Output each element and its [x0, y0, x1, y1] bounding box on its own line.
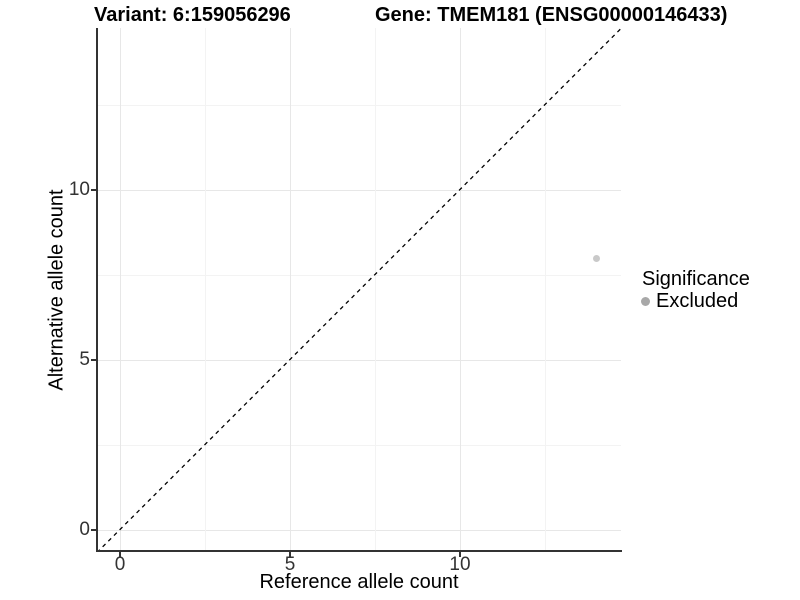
x-tick-label-0: 0 [114, 554, 126, 575]
legend-item-label: Excluded [656, 290, 739, 312]
variant-title: Variant: 6:159056296 [94, 4, 291, 26]
x-tick-0 [119, 552, 121, 557]
y-tick-5 [91, 359, 96, 361]
gridline-x-12-5 [545, 28, 546, 552]
x-tick-label-5: 5 [284, 554, 296, 575]
y-axis-line [96, 28, 98, 552]
x-tick-5 [289, 552, 291, 557]
legend-item-excluded: Excluded [640, 291, 750, 312]
gridline-y-12-5 [97, 105, 621, 106]
gridline-y-5 [97, 360, 621, 361]
gridline-x-7-5 [375, 28, 376, 552]
plot-panel [97, 28, 621, 552]
y-tick-10 [91, 189, 96, 191]
gridline-x-2-5 [205, 28, 206, 552]
x-tick-label-10: 10 [449, 554, 471, 575]
gridline-x-0 [120, 28, 121, 552]
y-tick-label-0: 0 [79, 519, 90, 540]
gridline-y-2-5 [97, 445, 621, 446]
x-axis-title: Reference allele count [259, 571, 459, 593]
gene-title: Gene: TMEM181 (ENSG00000146433) [375, 4, 728, 26]
gridline-x-5 [290, 28, 291, 552]
identity-dashed-line [97, 28, 621, 552]
x-tick-10 [459, 552, 461, 557]
x-axis-line [96, 550, 622, 552]
excluded-swatch-icon [641, 297, 650, 306]
y-tick-0 [91, 529, 96, 531]
y-axis-title: Alternative allele count [45, 189, 68, 391]
data-point [592, 254, 600, 262]
legend: Significance Excluded [640, 268, 750, 312]
gridline-x-10 [460, 28, 461, 552]
legend-title: Significance [642, 268, 750, 290]
gridline-y-0 [97, 530, 621, 531]
y-tick-label-5: 5 [79, 349, 90, 370]
gridline-y-7-5 [97, 275, 621, 276]
y-tick-label-10: 10 [68, 179, 90, 200]
gridline-y-10 [97, 190, 621, 191]
